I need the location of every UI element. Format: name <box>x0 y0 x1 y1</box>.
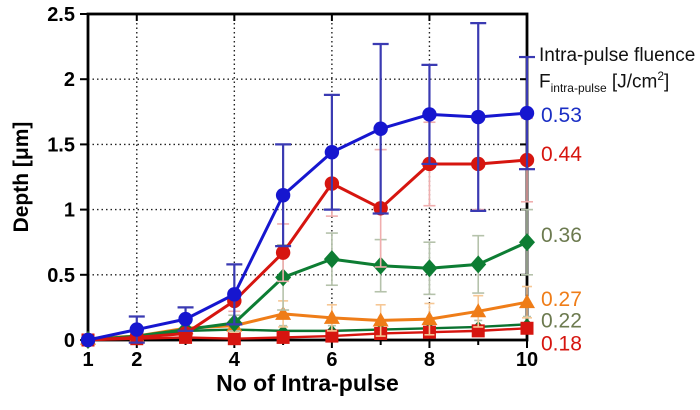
marker-diamond-0.36 <box>323 250 340 269</box>
x-tick-label: 4 <box>229 349 241 371</box>
y-tick-label: 0 <box>64 330 75 352</box>
marker-triangle-0.27 <box>323 309 340 324</box>
marker-triangle-0.27 <box>470 303 487 318</box>
series-line-0.18 <box>87 327 528 342</box>
legend-title-line2: Fintra-pulse [J/cm2] <box>539 69 695 97</box>
series-label-0.18: 0.18 <box>541 332 582 355</box>
x-tick-label: 8 <box>424 349 435 371</box>
fluence-symbol-subscript: intra-pulse <box>550 80 607 95</box>
x-axis-title: No of Intra-pulse <box>216 370 399 396</box>
marker-circle-0.53 <box>471 109 486 125</box>
legend-title-line1: Intra-pulse fluence <box>539 45 696 66</box>
marker-circle-0.53 <box>178 311 193 327</box>
series-label-0.22: 0.22 <box>541 309 582 332</box>
marker-circle-0.44 <box>275 245 291 260</box>
series-line-0.53 <box>87 111 528 342</box>
marker-square-0.18 <box>227 332 241 346</box>
marker-circle-0.53 <box>422 107 437 122</box>
marker-circle-0.53 <box>373 121 388 136</box>
x-tick-label: 2 <box>131 349 142 371</box>
series-line-0.44 <box>87 158 528 342</box>
marker-circle-0.53 <box>519 105 535 121</box>
marker-circle-0.53 <box>275 188 291 203</box>
marker-triangle-0.27 <box>372 312 389 327</box>
fluence-symbol: F <box>539 71 551 93</box>
series-label-0.44: 0.44 <box>541 143 582 166</box>
marker-triangle-0.27 <box>275 305 292 320</box>
legend-title: Intra-pulse fluence Fintra-pulse [J/cm2] <box>539 44 695 96</box>
series-label-0.27: 0.27 <box>541 288 582 311</box>
marker-circle-0.53 <box>324 145 340 160</box>
y-axis-title: Depth [μm] <box>10 121 33 233</box>
y-tick-label: 2 <box>64 69 75 91</box>
fluence-units-pre: [J/cm <box>606 71 658 93</box>
y-tick-label: 2.5 <box>47 4 75 26</box>
marker-square-0.18 <box>325 329 339 343</box>
marker-triangle-0.27 <box>519 294 535 309</box>
series-label-0.36: 0.36 <box>541 224 582 247</box>
marker-triangle-0.27 <box>421 311 438 326</box>
marker-square-0.18 <box>276 330 290 344</box>
series-label-0.53: 0.53 <box>541 104 582 127</box>
x-tick-label: 1 <box>82 349 93 371</box>
x-tick-label: 10 <box>516 349 538 371</box>
marker-circle-0.53 <box>129 322 144 337</box>
fluence-units-post: ] <box>664 71 670 93</box>
y-tick-label: 1 <box>64 200 75 222</box>
marker-diamond-0.36 <box>519 233 535 252</box>
plot-frame <box>86 12 529 342</box>
marker-circle-0.53 <box>80 332 96 348</box>
y-tick-label: 0.5 <box>47 265 75 287</box>
marker-circle-0.53 <box>227 287 242 302</box>
marker-square-0.18 <box>520 321 534 335</box>
marker-diamond-0.36 <box>470 255 487 274</box>
marker-diamond-0.36 <box>421 259 438 278</box>
y-tick-label: 1.5 <box>47 134 75 156</box>
series-line-0.36 <box>87 240 528 342</box>
x-tick-label: 6 <box>326 349 337 371</box>
fluence-units-superscript: 2 <box>657 68 664 83</box>
